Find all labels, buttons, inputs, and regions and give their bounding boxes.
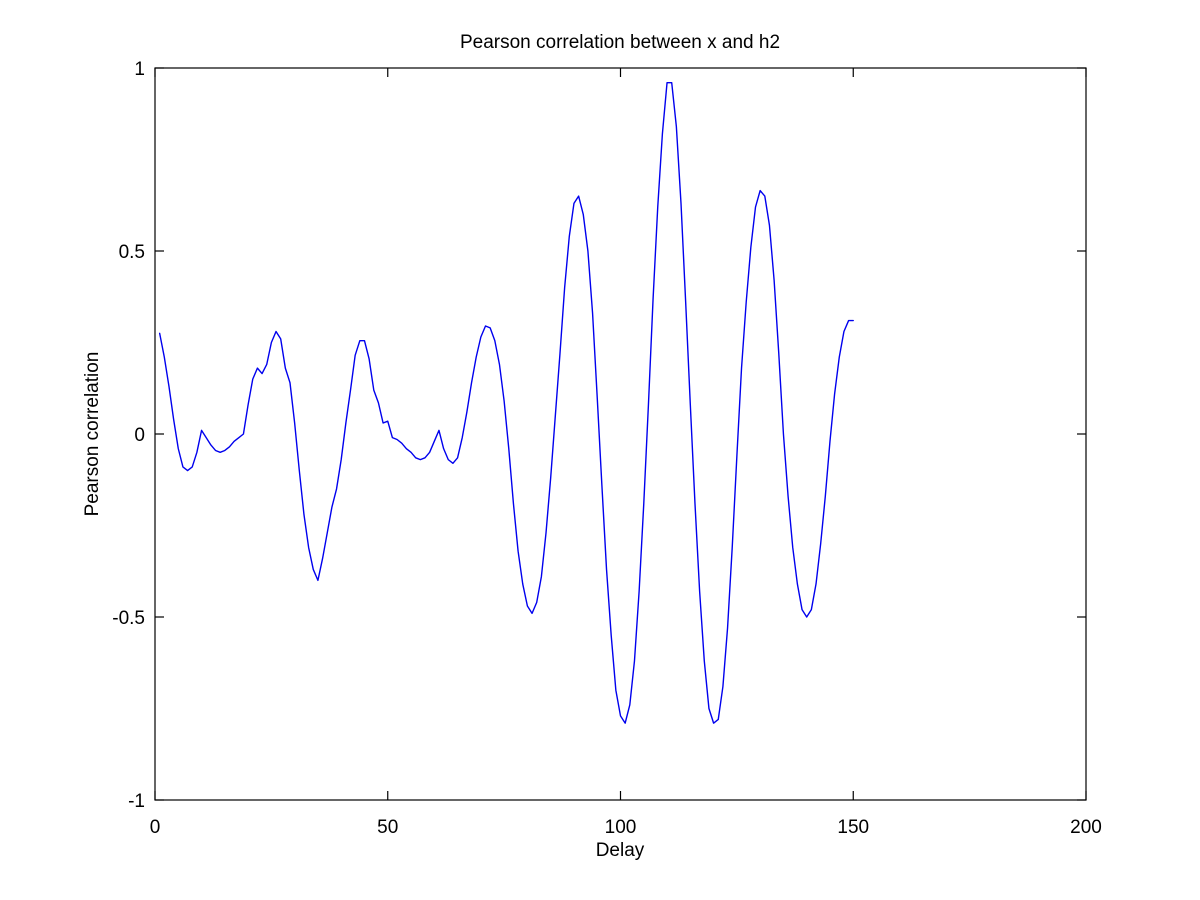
y-tick-label: 0.5 [119, 242, 145, 263]
x-tick-label: 100 [605, 817, 637, 838]
y-tick-label: 0 [134, 425, 145, 446]
y-tick-label: 1 [134, 59, 145, 80]
series-line [158, 81, 854, 724]
chart-title: Pearson correlation between x and h2 [460, 32, 780, 53]
x-axis-label: Delay [596, 840, 645, 861]
y-axis-label: Pearson correlation [82, 352, 103, 517]
x-tick-label: 50 [377, 817, 398, 838]
x-axis: 0 50 100 150 200 [150, 68, 1102, 838]
y-axis: -1 -0.5 0 0.5 1 [112, 59, 1086, 812]
x-tick-label: 150 [837, 817, 869, 838]
x-tick-label: 0 [150, 817, 161, 838]
y-tick-label: -1 [128, 791, 145, 812]
y-tick-label: -0.5 [112, 608, 145, 629]
x-tick-label: 200 [1070, 817, 1102, 838]
plot-area [158, 81, 854, 724]
